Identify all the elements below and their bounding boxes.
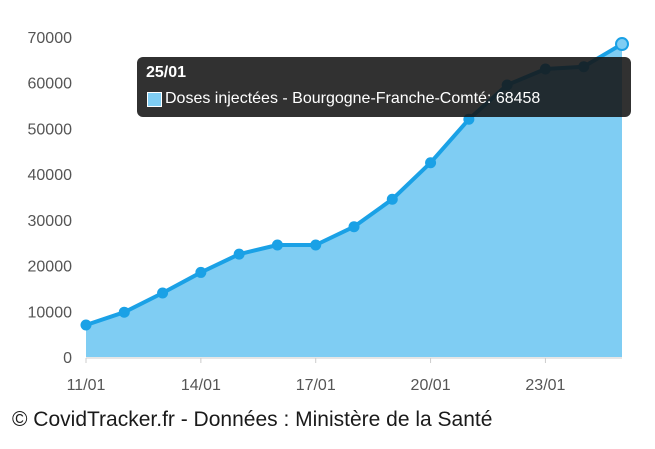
y-tick-label: 20000 xyxy=(28,259,73,276)
tooltip-title: 25/01 xyxy=(146,64,187,81)
data-point[interactable] xyxy=(271,239,283,251)
x-tick-label: 17/01 xyxy=(296,377,336,394)
data-point[interactable] xyxy=(348,221,360,233)
x-axis: 11/01 14/01 17/01 20/01 23/01 xyxy=(67,357,622,394)
y-tick-label: 60000 xyxy=(28,76,73,93)
data-point[interactable] xyxy=(386,193,398,205)
tooltip-text: Doses injectées - Bourgogne-Franche-Comt… xyxy=(165,90,541,107)
x-tick-label: 11/01 xyxy=(67,377,106,394)
y-tick-label: 40000 xyxy=(28,167,73,184)
y-tick-label: 0 xyxy=(63,350,72,367)
tooltip-row: Doses injectées - Bourgogne-Franche-Comt… xyxy=(147,88,621,110)
area-fill xyxy=(86,44,622,358)
y-tick-label: 70000 xyxy=(28,30,73,47)
y-tick-label: 30000 xyxy=(28,213,73,230)
data-point[interactable] xyxy=(310,239,322,251)
data-point[interactable] xyxy=(118,306,130,318)
data-point[interactable] xyxy=(157,287,169,299)
x-tick-label: 20/01 xyxy=(411,377,451,394)
data-point[interactable] xyxy=(425,157,437,169)
data-point[interactable] xyxy=(80,319,92,331)
data-point-highlighted[interactable] xyxy=(615,37,629,52)
y-axis: 0 10000 20000 30000 40000 50000 60000 70000 xyxy=(28,30,73,367)
x-tick-label: 14/01 xyxy=(181,377,221,394)
tooltip: 25/01 Doses injectées - Bourgogne-Franch… xyxy=(137,57,631,117)
y-tick-label: 10000 xyxy=(28,304,73,321)
source-credit[interactable]: © CovidTracker.fr - Données : Ministère … xyxy=(12,408,493,431)
data-point[interactable] xyxy=(233,248,245,260)
data-point[interactable] xyxy=(195,266,207,278)
x-tick-label: 23/01 xyxy=(525,377,565,394)
y-tick-label: 50000 xyxy=(28,121,73,138)
tooltip-swatch xyxy=(147,91,162,107)
